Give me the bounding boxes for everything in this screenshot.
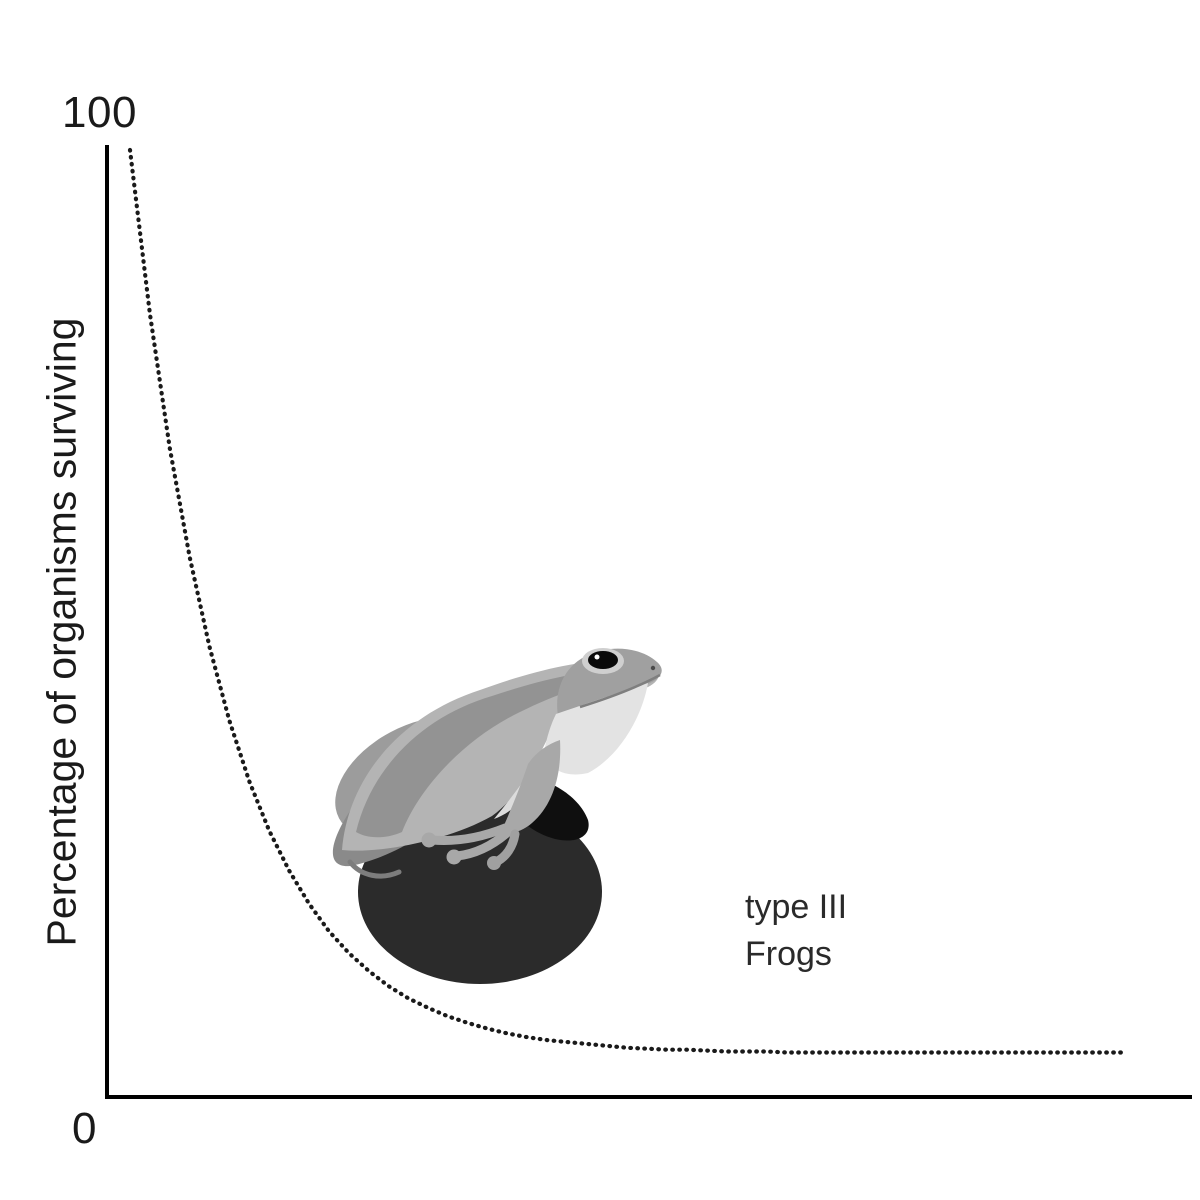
curve-annotation: type III Frogs <box>745 884 847 978</box>
egg-ball <box>358 800 602 984</box>
frog-icon <box>332 648 662 879</box>
y-axis-max-label: 100 <box>62 88 137 137</box>
annotation-species-label: Frogs <box>745 934 832 973</box>
y-axis-min-label: 0 <box>72 1104 97 1153</box>
frog-illustration <box>332 648 662 984</box>
survivorship-curve <box>127 147 1128 1055</box>
annotation-type-label: type III <box>745 888 848 926</box>
y-axis-title: Percentage of organisms surviving <box>38 317 85 947</box>
